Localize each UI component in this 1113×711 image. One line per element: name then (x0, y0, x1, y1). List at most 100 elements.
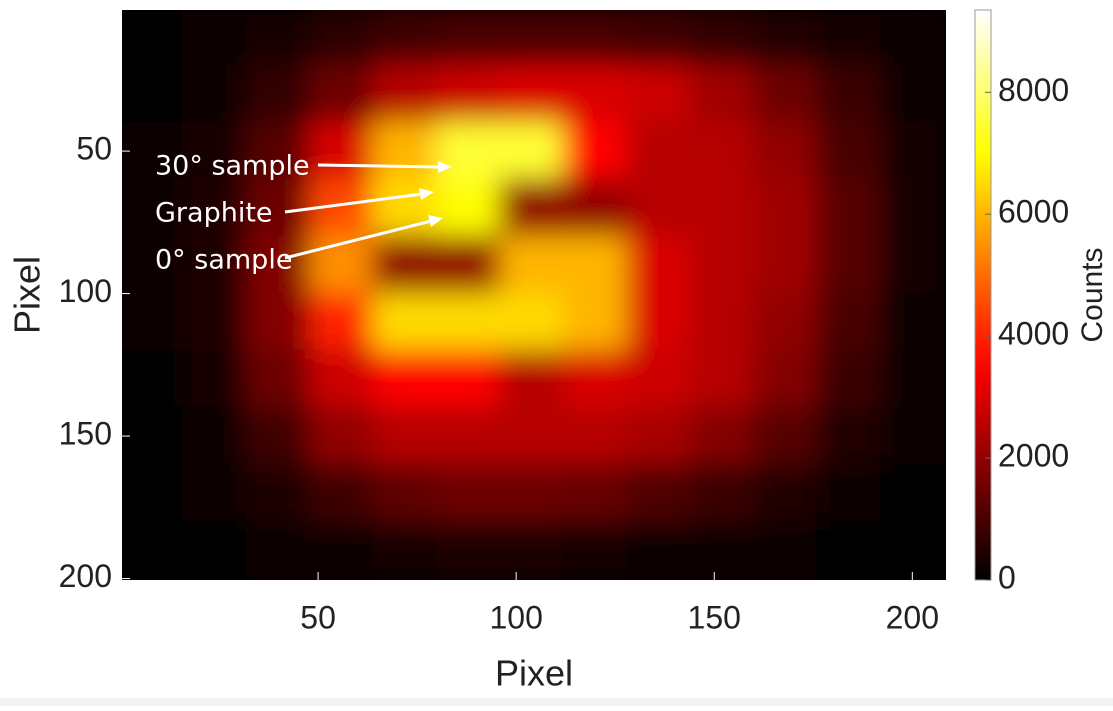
heatmap-cell (752, 292, 819, 352)
heatmap-cell (182, 349, 248, 409)
heatmap-cell (499, 292, 565, 352)
heatmap-cell (626, 10, 692, 67)
heatmap-cell (626, 64, 692, 124)
heatmap-cell (562, 406, 629, 466)
annotation: 0° sample (155, 245, 292, 276)
heatmap-cell (562, 10, 629, 67)
heatmap-cell (752, 121, 819, 181)
colorbar-tick-label: 4000 (998, 316, 1069, 352)
heatmap-cell (435, 406, 502, 466)
annotation: 30° sample (155, 151, 310, 182)
heatmap-cell (372, 406, 438, 466)
heatmap-cell (122, 349, 185, 409)
heatmap-cell (689, 10, 755, 67)
heatmap-cell (309, 121, 375, 181)
heatmap-cell (752, 349, 819, 409)
heatmap-cell (435, 178, 502, 238)
heatmap-cell (182, 121, 248, 181)
heatmap-cell (562, 121, 629, 181)
heatmap-cell (245, 235, 312, 295)
heatmap-cell (372, 463, 438, 523)
heatmap-cell (816, 10, 882, 67)
heatmap-cell (372, 520, 438, 580)
heatmap-cell (499, 349, 565, 409)
heatmap-cell (122, 121, 185, 181)
heatmap-cell (752, 463, 819, 523)
heatmap-cell (562, 349, 629, 409)
heatmap-cell (309, 64, 375, 124)
heatmap-cell (245, 520, 312, 580)
heatmap-cell (499, 178, 565, 238)
colorbar (974, 9, 992, 581)
heatmap-cell (879, 178, 946, 238)
heatmap-cell (372, 349, 438, 409)
heatmap-cell (626, 121, 692, 181)
arrow (317, 163, 441, 169)
heatmap-cell (689, 121, 755, 181)
footer-strip (0, 698, 1113, 706)
heatmap-cell (122, 520, 185, 580)
y-axis-label: Pixel (7, 256, 48, 334)
heatmap-cell (309, 463, 375, 523)
heatmap-cell (245, 64, 312, 124)
colorbar-tick-label: 2000 (998, 438, 1069, 474)
heatmap-cell (879, 64, 946, 124)
heatmap-cell (626, 292, 692, 352)
x-tick-label: 200 (886, 599, 939, 635)
heatmap-cell (435, 64, 502, 124)
arrow-head (419, 188, 434, 200)
heatmap-cell (499, 235, 565, 295)
heatmap-cell (626, 349, 692, 409)
heatmap-cell (879, 520, 946, 580)
heatmap-cell (499, 10, 565, 67)
heatmap-cell (309, 349, 375, 409)
heatmap-cell (562, 235, 629, 295)
heatmap-cell (309, 292, 375, 352)
heatmap-cell (435, 349, 502, 409)
heatmap-cell (689, 235, 755, 295)
heatmap-cell (372, 10, 438, 67)
x-tick-label: 150 (688, 599, 741, 635)
y-tick-label: 200 (59, 558, 112, 594)
heatmap-cell (626, 463, 692, 523)
heatmap-cell (879, 235, 946, 295)
heatmap-cell (182, 406, 248, 466)
colorbar-label: Counts (1076, 247, 1109, 342)
heatmap-cell (816, 292, 882, 352)
heatmap-cell (499, 520, 565, 580)
arrow-head (428, 215, 443, 227)
heatmap-cell (435, 121, 502, 181)
heatmap-cell (562, 463, 629, 523)
heatmap-cell (816, 406, 882, 466)
heatmap-cell (562, 292, 629, 352)
heatmap-cell (182, 520, 248, 580)
heatmap-cell (689, 520, 755, 580)
heatmap-cell (499, 64, 565, 124)
heatmap-cell (309, 520, 375, 580)
arrow-head (438, 161, 452, 173)
heatmap-cell (372, 235, 438, 295)
colorbar-tick-label: 6000 (998, 194, 1069, 230)
y-tick-label: 150 (59, 416, 112, 452)
heatmap-cell (182, 235, 248, 295)
heatmap-cell (122, 463, 185, 523)
heatmap-cell (245, 406, 312, 466)
heatmap-cell (435, 10, 502, 67)
annotation: Graphite (155, 198, 273, 229)
heatmap-cell (626, 406, 692, 466)
heatmap-cell (879, 349, 946, 409)
arrow (284, 192, 423, 214)
heatmap-cell (435, 235, 502, 295)
heatmap-cell (122, 406, 185, 466)
heatmap-cell (752, 406, 819, 466)
heatmap-cell (309, 235, 375, 295)
heatmap-cell (182, 10, 248, 67)
heatmap-cell (245, 292, 312, 352)
heatmap-cell (689, 463, 755, 523)
heatmap-cell (372, 121, 438, 181)
arrow (284, 219, 432, 260)
colorbar-tick-label: 8000 (998, 72, 1069, 108)
heatmap-cell (562, 178, 629, 238)
heatmap-cell (245, 349, 312, 409)
